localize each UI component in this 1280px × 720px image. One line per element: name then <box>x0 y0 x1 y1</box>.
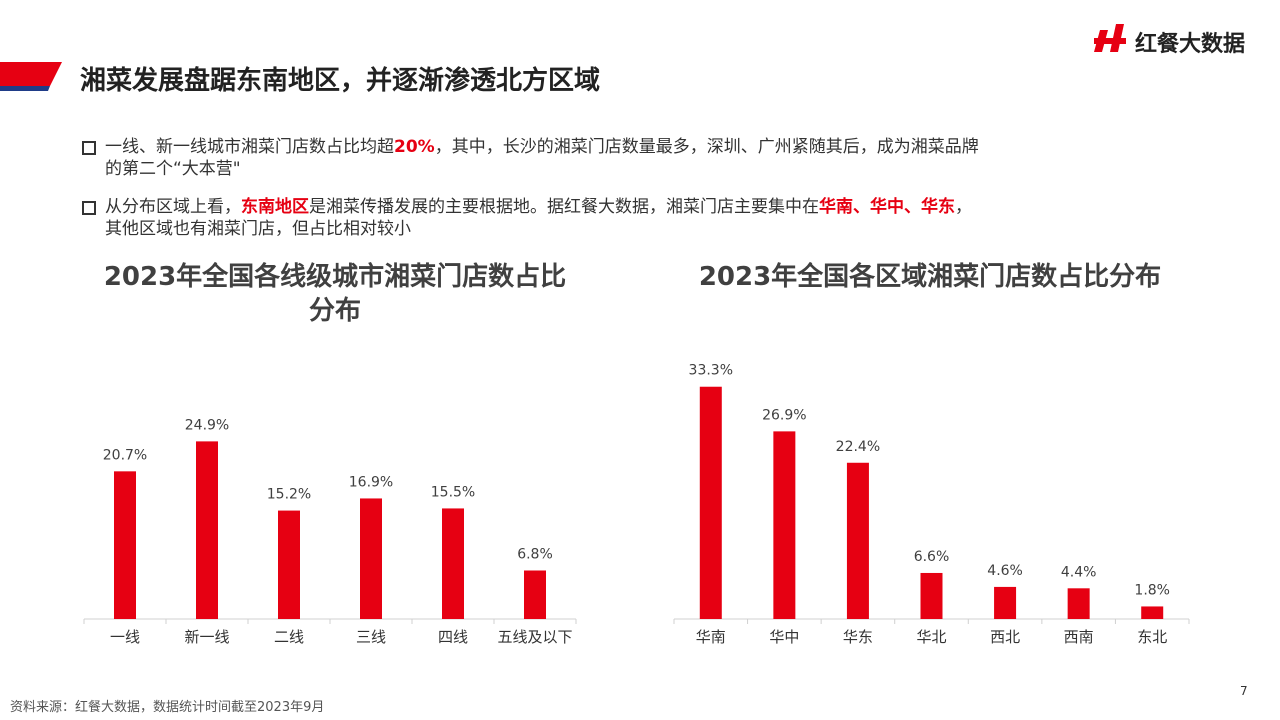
x-tick-label: 三线 <box>356 628 386 646</box>
bar <box>524 570 546 619</box>
data-label: 15.2% <box>267 487 311 503</box>
bullet-text: 其他区域也有湘菜门店，但占比相对较小 <box>105 219 411 239</box>
x-tick-label: 华北 <box>916 628 946 646</box>
data-label: 24.9% <box>185 417 229 433</box>
bullet-text: 的第二个“大本营" <box>105 159 241 179</box>
x-tick-label: 华南 <box>696 628 726 646</box>
bar <box>773 431 796 619</box>
bullet: 从分布区域上看，东南地区是湘菜传播发展的主要根据地。据红餐大数据，湘菜门店主要集… <box>80 196 979 240</box>
data-label: 16.9% <box>349 474 393 490</box>
bullet-text: 一线、新一线城市湘菜门店数占比均超 <box>105 137 394 157</box>
highlight-text: 20% <box>394 137 435 157</box>
data-label: 4.6% <box>987 563 1023 579</box>
title-bar <box>0 62 62 86</box>
data-label: 20.7% <box>103 447 147 463</box>
bar <box>994 586 1017 619</box>
bullet-list: 一线、新一线城市湘菜门店数占比均超20%，其中，长沙的湘菜门店数量最多，深圳、广… <box>80 136 979 256</box>
bar <box>196 441 218 619</box>
data-label: 6.6% <box>914 549 950 565</box>
x-tick-label: 华中 <box>769 628 799 646</box>
data-label: 33.3% <box>689 363 733 379</box>
bar <box>278 510 300 619</box>
x-tick-label: 西南 <box>1064 628 1094 646</box>
data-label: 6.8% <box>517 546 553 562</box>
chart-title: 2023年全国各区域湘菜门店数占比分布 <box>698 262 1162 292</box>
x-tick-label: 四线 <box>438 628 468 646</box>
bullet-text: 是湘菜传播发展的主要根据地。据红餐大数据，湘菜门店主要集中在 <box>309 197 819 217</box>
x-tick-label: 西北 <box>990 628 1020 646</box>
bullet-line: 其他区域也有湘菜门店，但占比相对较小 <box>105 218 979 240</box>
data-label: 1.8% <box>1134 582 1170 598</box>
bar <box>1141 606 1164 619</box>
data-label: 15.5% <box>431 484 475 500</box>
bar <box>1067 588 1090 619</box>
slide-title: 湘菜发展盘踞东南地区，并逐渐渗透北方区域 <box>80 66 601 96</box>
highlight-text: 华南、华中、华东 <box>819 197 955 217</box>
bar <box>846 462 869 619</box>
logo-icon <box>1094 24 1126 52</box>
data-label: 26.9% <box>762 407 806 423</box>
source-note: 资料来源：红餐大数据，数据统计时间截至2023年9月 <box>10 700 325 715</box>
x-tick-label: 二线 <box>274 628 304 646</box>
data-label: 4.4% <box>1061 564 1097 580</box>
title-bar-stripe <box>0 86 50 91</box>
x-tick-label: 东北 <box>1137 628 1167 646</box>
bar <box>114 471 136 619</box>
x-tick-label: 一线 <box>110 628 140 646</box>
data-label: 22.4% <box>836 439 880 455</box>
bar <box>360 498 382 619</box>
chart-title: 2023年全国各线级城市湘菜门店数占比分布 <box>103 262 567 326</box>
bullet-line: 从分布区域上看，东南地区是湘菜传播发展的主要根据地。据红餐大数据，湘菜门店主要集… <box>105 196 979 218</box>
bar <box>920 572 943 619</box>
bullet-text: ，其中，长沙的湘菜门店数量最多，深圳、广州紧随其后，成为湘菜品牌 <box>434 137 979 157</box>
page-number: 7 <box>1240 684 1248 698</box>
bullet-line: 的第二个“大本营" <box>105 158 979 180</box>
bullet-text: ， <box>955 197 972 217</box>
bar <box>442 508 464 619</box>
x-tick-label: 新一线 <box>184 628 229 646</box>
bar <box>699 386 722 619</box>
x-tick-label: 华东 <box>843 628 873 646</box>
bullet-text: 从分布区域上看， <box>105 197 241 217</box>
x-tick-label: 五线及以下 <box>497 628 572 646</box>
highlight-text: 东南地区 <box>241 197 309 217</box>
bullet: 一线、新一线城市湘菜门店数占比均超20%，其中，长沙的湘菜门店数量最多，深圳、广… <box>80 136 979 180</box>
bullet-line: 一线、新一线城市湘菜门店数占比均超20%，其中，长沙的湘菜门店数量最多，深圳、广… <box>105 136 979 158</box>
logo-text: 红餐大数据 <box>1135 32 1246 57</box>
